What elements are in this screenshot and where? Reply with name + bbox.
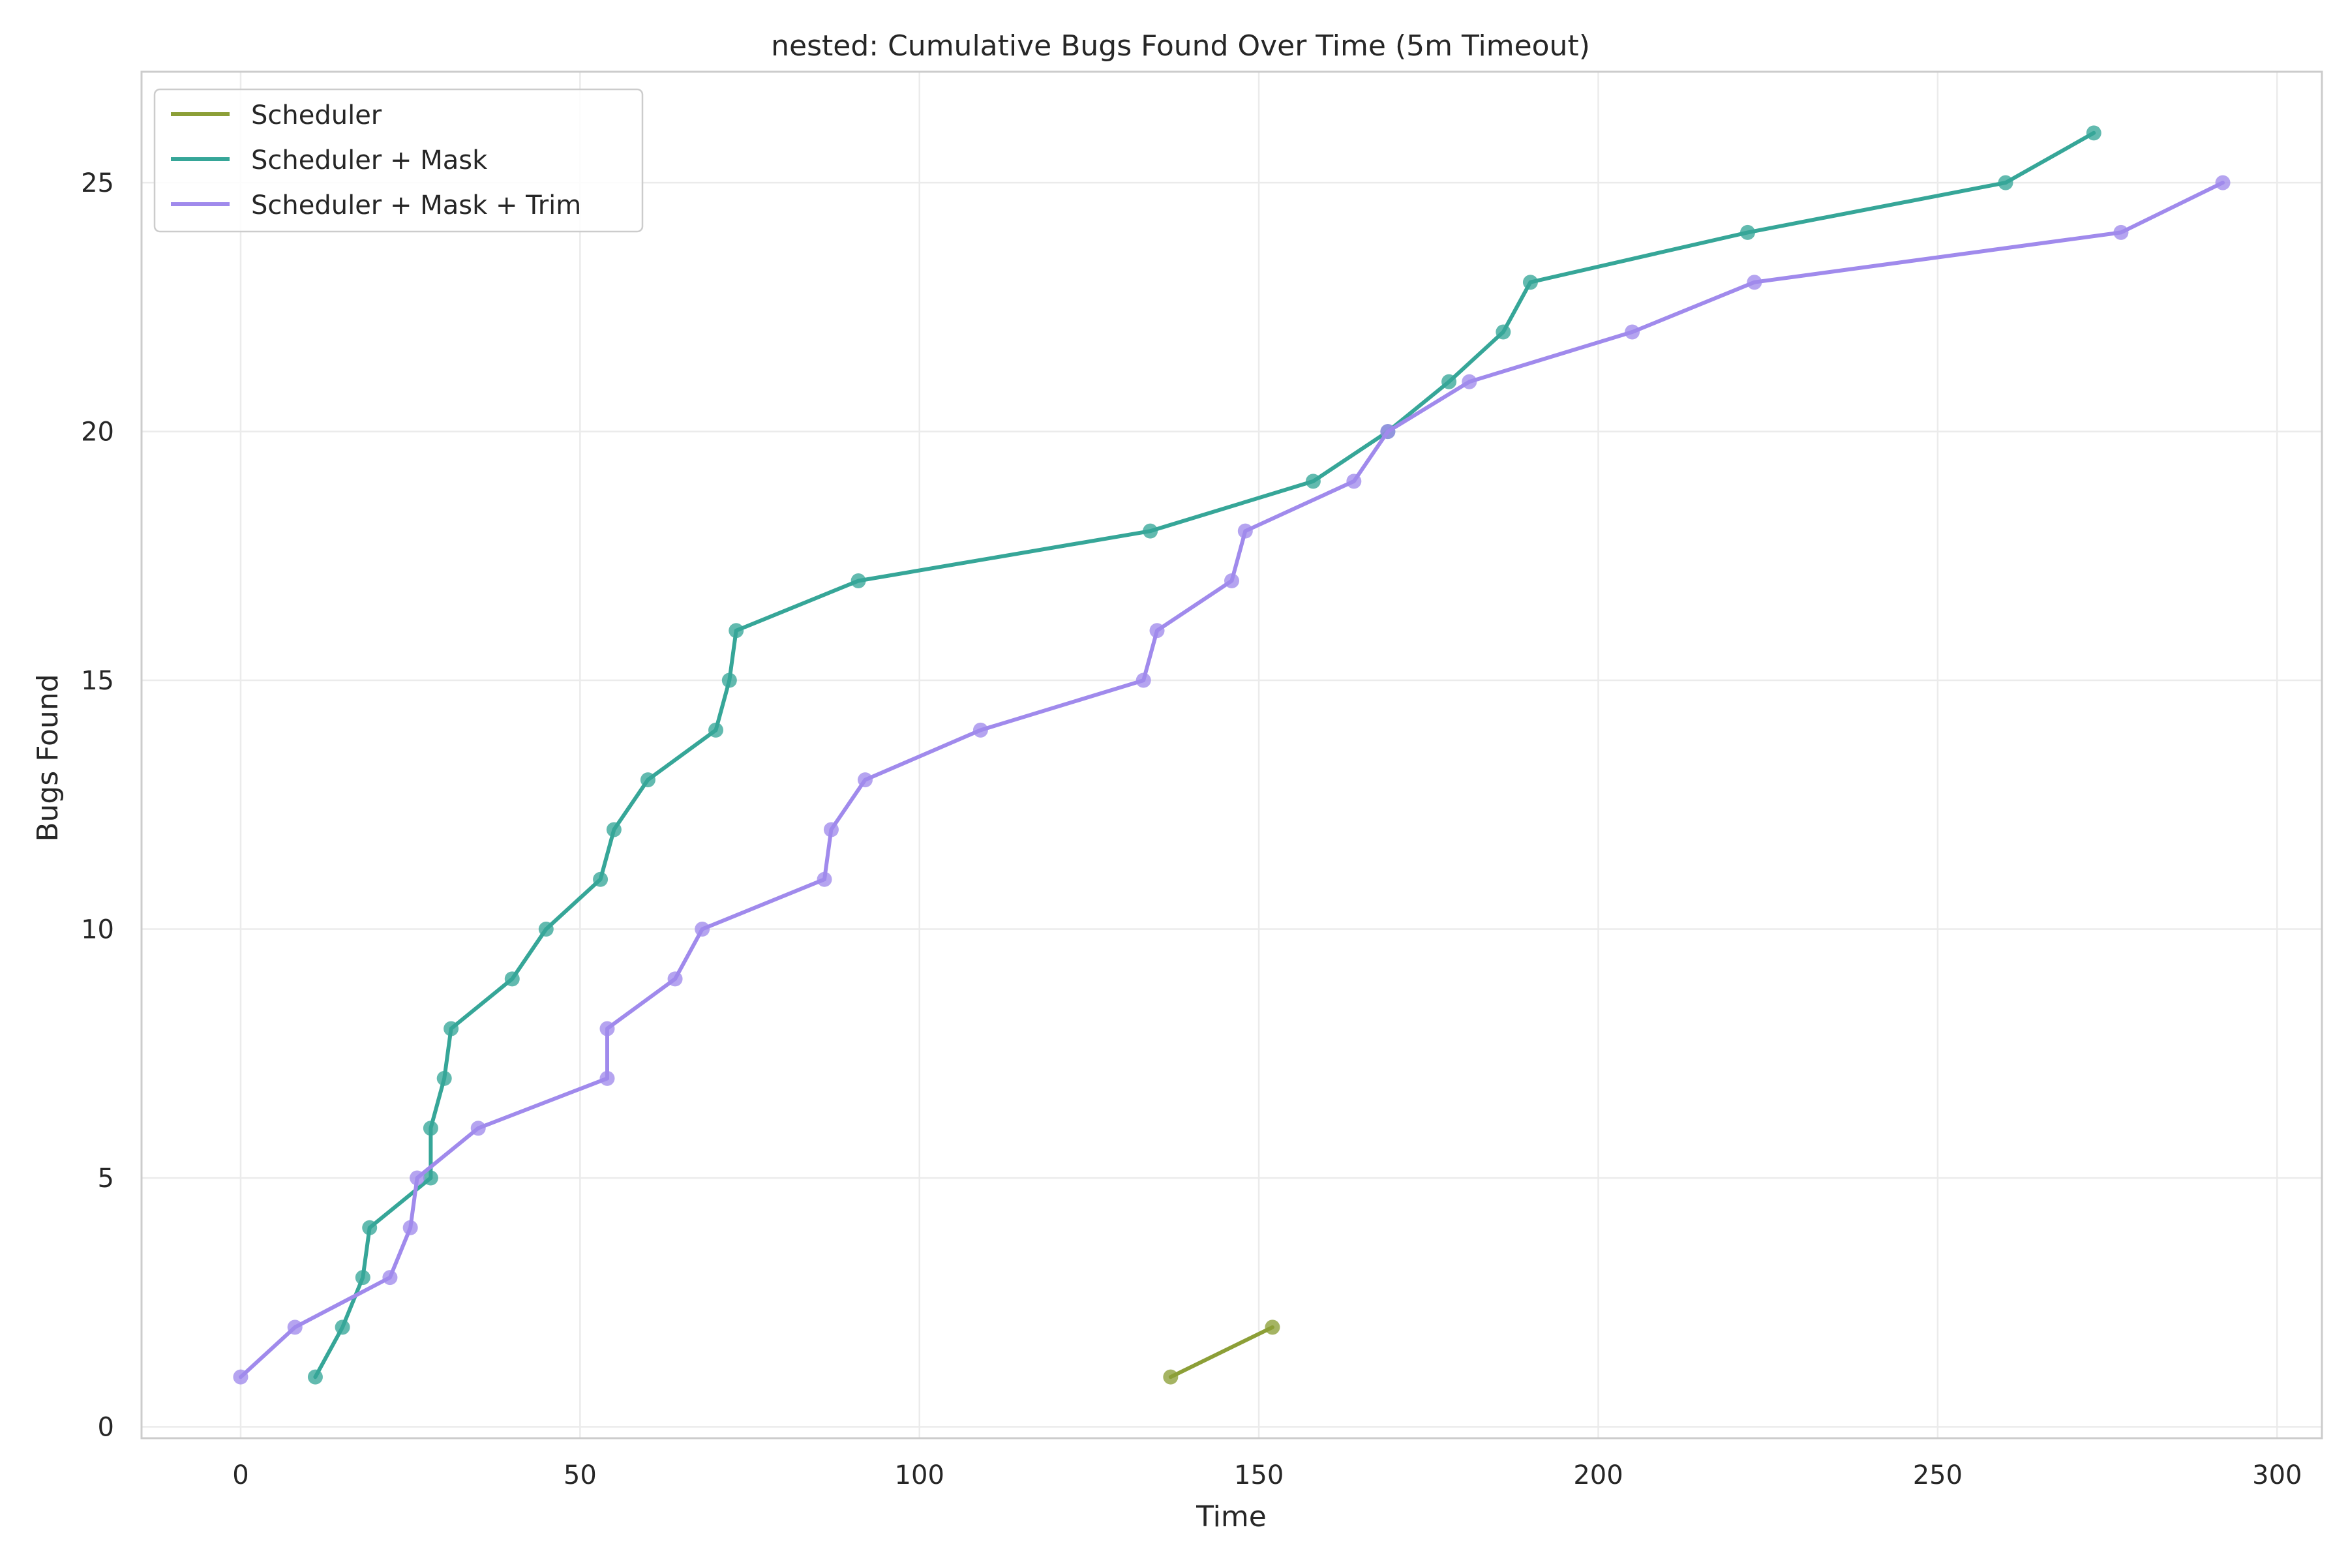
data-point	[410, 1170, 425, 1186]
data-point	[729, 623, 744, 639]
data-point	[444, 1021, 459, 1036]
series-2	[233, 175, 2231, 1385]
data-point	[307, 1369, 323, 1385]
data-point	[423, 1170, 438, 1186]
legend-item-scheduler-mask-trim: Scheduler + Mask + Trim	[171, 190, 581, 220]
data-point	[695, 922, 710, 937]
data-point	[1149, 623, 1165, 639]
x-tick-label: 300	[2252, 1460, 2302, 1490]
data-point	[335, 1319, 350, 1335]
y-tick-label: 0	[98, 1412, 114, 1442]
data-point	[504, 971, 520, 987]
data-point	[1496, 324, 1511, 340]
ticks-layer: 0 50 100 150 200 250 300 0 5 10 15 20 25	[81, 168, 2302, 1490]
data-point	[470, 1121, 486, 1136]
grid-layer	[142, 72, 2322, 1438]
x-tick-label: 150	[1234, 1460, 1284, 1490]
data-point	[355, 1270, 370, 1286]
data-point	[606, 822, 622, 837]
data-point	[1143, 523, 1158, 539]
data-point	[817, 871, 832, 887]
y-tick-label: 5	[98, 1164, 114, 1194]
y-tick-label: 15	[81, 666, 114, 696]
legend-item-scheduler-mask: Scheduler + Mask	[171, 145, 488, 175]
data-point	[972, 722, 988, 738]
data-point	[2086, 125, 2101, 141]
series-0	[1163, 1319, 1280, 1385]
data-point	[1747, 275, 1762, 290]
series-1	[307, 125, 2101, 1385]
data-point	[667, 971, 683, 987]
data-point	[1998, 175, 2013, 190]
data-point	[382, 1270, 398, 1286]
data-point	[721, 672, 737, 688]
y-tick-label: 20	[81, 417, 114, 447]
data-point	[538, 922, 554, 937]
data-point	[1441, 374, 1457, 389]
data-point	[1739, 224, 1755, 240]
data-point	[1163, 1369, 1179, 1385]
data-point	[1136, 672, 1151, 688]
data-point	[1224, 573, 1239, 588]
plot-frame	[140, 70, 2323, 1440]
series-line	[313, 130, 2096, 1380]
x-tick-label: 250	[1913, 1460, 1963, 1490]
data-point	[362, 1220, 378, 1235]
legend-label: Scheduler + Mask	[251, 145, 488, 175]
legend: Scheduler Scheduler + Mask Scheduler + M…	[153, 88, 644, 233]
data-point	[287, 1319, 303, 1335]
legend-box	[153, 88, 644, 233]
y-tick-label: 25	[81, 168, 114, 198]
data-point	[1522, 275, 1538, 290]
y-axis-label: Bugs Found	[31, 674, 65, 841]
legend-label: Scheduler + Mask + Trim	[251, 190, 581, 220]
data-point	[640, 772, 655, 788]
legend-label: Scheduler	[251, 100, 382, 130]
data-point	[599, 1070, 615, 1086]
x-axis-label: Time	[1196, 1500, 1267, 1533]
data-point	[2113, 224, 2129, 240]
data-point	[850, 573, 866, 588]
x-tick-label: 0	[232, 1460, 248, 1490]
data-point	[857, 772, 873, 788]
data-point	[2215, 175, 2231, 190]
data-point	[436, 1070, 452, 1086]
data-point	[233, 1369, 248, 1385]
data-point	[423, 1121, 438, 1136]
data-point	[1305, 474, 1321, 489]
x-tick-label: 50	[564, 1460, 597, 1490]
x-tick-label: 100	[895, 1460, 944, 1490]
chart-title: nested: Cumulative Bugs Found Over Time …	[771, 29, 1590, 63]
data-point	[599, 1021, 615, 1036]
data-point	[823, 822, 839, 837]
data-point	[1380, 424, 1396, 440]
data-point	[1625, 324, 1640, 340]
data-point	[708, 722, 724, 738]
data-point	[402, 1220, 418, 1235]
data-point	[593, 871, 609, 887]
data-point	[1346, 474, 1362, 489]
data-point	[1462, 374, 1477, 389]
data-point	[1237, 523, 1253, 539]
legend-item-scheduler: Scheduler	[171, 100, 382, 130]
series-line	[1168, 1325, 1274, 1380]
data-point	[1265, 1319, 1280, 1335]
x-tick-label: 200	[1573, 1460, 1623, 1490]
y-tick-label: 10	[81, 915, 114, 945]
series-layer	[233, 125, 2231, 1385]
